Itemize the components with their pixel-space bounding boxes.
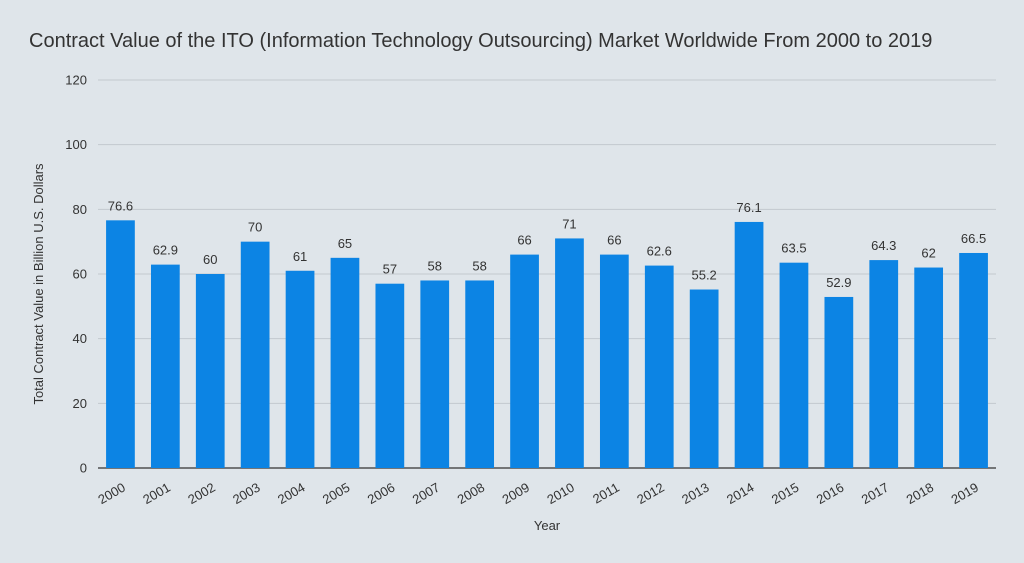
- bar: [824, 296, 854, 468]
- x-tick-label: 2010: [544, 480, 577, 507]
- x-tick-label: 2005: [320, 480, 353, 507]
- data-label: 62: [921, 246, 935, 261]
- x-tick-label: 2017: [859, 480, 892, 507]
- bar: [959, 252, 988, 468]
- x-tick-label: 2003: [230, 480, 263, 507]
- bar: [599, 254, 629, 468]
- data-label: 61: [293, 249, 307, 264]
- x-tick-label: 2019: [949, 480, 982, 507]
- bar: [375, 283, 405, 468]
- data-label: 71: [562, 216, 576, 231]
- bar: [779, 262, 809, 468]
- bar: [106, 220, 135, 468]
- y-tick-label: 100: [65, 137, 87, 152]
- bar: [330, 257, 360, 468]
- bar: [465, 280, 495, 468]
- bar: [555, 238, 584, 468]
- bar: [734, 221, 764, 468]
- bar: [510, 254, 539, 468]
- y-tick-label: 60: [73, 267, 87, 282]
- y-tick-label: 0: [80, 461, 87, 476]
- x-tick-label: 2002: [185, 480, 218, 507]
- data-label: 57: [383, 262, 397, 277]
- data-label: 58: [472, 258, 486, 273]
- y-axis-ticks: 0 20 40 60 80 100 120: [65, 73, 87, 476]
- x-tick-label: 2008: [455, 480, 488, 507]
- bar: [195, 274, 225, 468]
- data-label: 52.9: [826, 275, 851, 290]
- x-tick-label: 2018: [904, 480, 937, 507]
- bar: [420, 280, 450, 468]
- data-label: 65: [338, 236, 352, 251]
- y-tick-label: 20: [73, 396, 87, 411]
- data-label: 58: [428, 258, 442, 273]
- x-axis-title: Year: [534, 518, 561, 533]
- bar: [285, 270, 315, 468]
- data-label: 64.3: [871, 238, 896, 253]
- y-tick-label: 40: [73, 331, 87, 346]
- bar: [914, 267, 944, 468]
- data-label: 62.9: [153, 243, 178, 258]
- data-label: 76.1: [736, 200, 761, 215]
- bar: [689, 289, 719, 468]
- data-label: 66: [607, 233, 621, 248]
- data-label: 70: [248, 220, 262, 235]
- gridlines: [98, 79, 996, 469]
- data-label: 60: [203, 252, 217, 267]
- bar: [240, 241, 270, 468]
- y-axis-title: Total Contract Value in Billion U.S. Dol…: [31, 163, 46, 405]
- x-tick-label: 2014: [724, 480, 757, 507]
- x-tick-label: 2012: [634, 480, 667, 507]
- bar: [644, 265, 674, 468]
- y-tick-label: 80: [73, 202, 87, 217]
- x-tick-label: 2001: [140, 480, 173, 507]
- data-label: 66: [517, 233, 531, 248]
- x-tick-label: 2007: [410, 480, 443, 507]
- x-axis-ticks: 2000 2001 2002 2003 2004 2005 2006 2007 2008 2009…: [95, 480, 981, 507]
- data-label: 55.2: [691, 268, 716, 283]
- data-label: 62.6: [647, 244, 672, 259]
- x-tick-label: 2009: [500, 480, 533, 507]
- bar: [150, 264, 180, 468]
- y-tick-label: 120: [65, 73, 87, 88]
- x-tick-label: 2011: [590, 480, 622, 507]
- data-label: 76.6: [108, 198, 133, 213]
- x-tick-label: 2013: [679, 480, 712, 507]
- data-label: 63.5: [781, 241, 806, 256]
- x-tick-label: 2006: [365, 480, 398, 507]
- chart-title: Contract Value of the ITO (Information T…: [29, 30, 933, 52]
- x-tick-label: 2000: [95, 480, 128, 507]
- data-label: 66.5: [961, 231, 986, 246]
- x-tick-label: 2004: [275, 480, 308, 507]
- x-tick-label: 2015: [769, 480, 802, 507]
- x-tick-label: 2016: [814, 480, 847, 507]
- bars: [106, 220, 988, 468]
- bar: [869, 260, 899, 468]
- data-labels: 76.6 62.9 60 70 61 65 57 58 58 66 71 66 62.6 55.2 76.1…: [108, 198, 986, 290]
